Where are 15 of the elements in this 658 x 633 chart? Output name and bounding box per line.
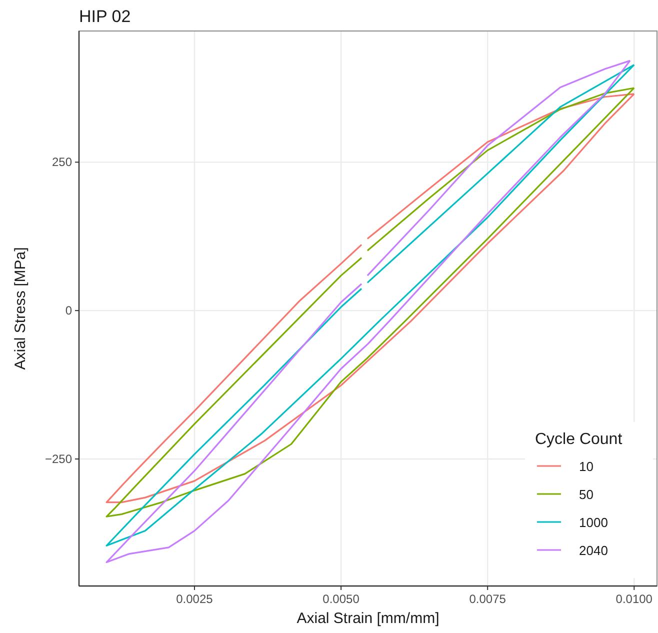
legend-label: 1000 [579, 515, 608, 530]
y-axis-title: Axial Stress [MPa] [12, 247, 29, 370]
legend-title: Cycle Count [535, 431, 623, 448]
y-tick-label: 250 [52, 155, 72, 170]
y-tick-label: 0 [65, 304, 72, 318]
x-tick-label: 0.0075 [469, 592, 506, 606]
chart-title: HIP 02 [79, 7, 131, 26]
x-tick-label: 0.0025 [176, 592, 214, 606]
x-axis-title: Axial Strain [mm/mm] [296, 610, 440, 627]
y-tick-label: −250 [44, 452, 72, 466]
x-tick-label: 0.0050 [322, 592, 360, 606]
x-tick-label: 0.0100 [616, 592, 653, 606]
legend-label: 50 [579, 487, 594, 502]
legend-label: 2040 [579, 543, 608, 558]
legend-label: 10 [579, 459, 594, 474]
